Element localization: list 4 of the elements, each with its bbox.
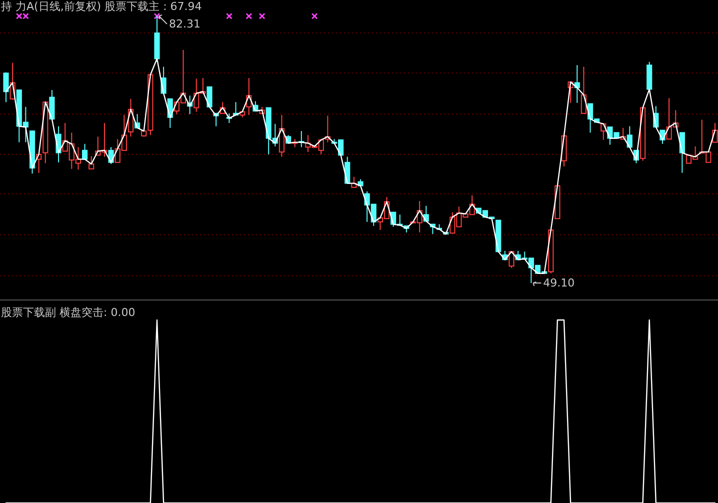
annotation: 49.10 [543, 276, 575, 290]
chart-title: 持 力A(日线,前复权) 股票下载主 : 67.94 [1, 0, 202, 13]
chart-title: 股票下载副 横盘突击: 0.00 [1, 306, 136, 319]
annotation: 82.31 [168, 18, 200, 30]
